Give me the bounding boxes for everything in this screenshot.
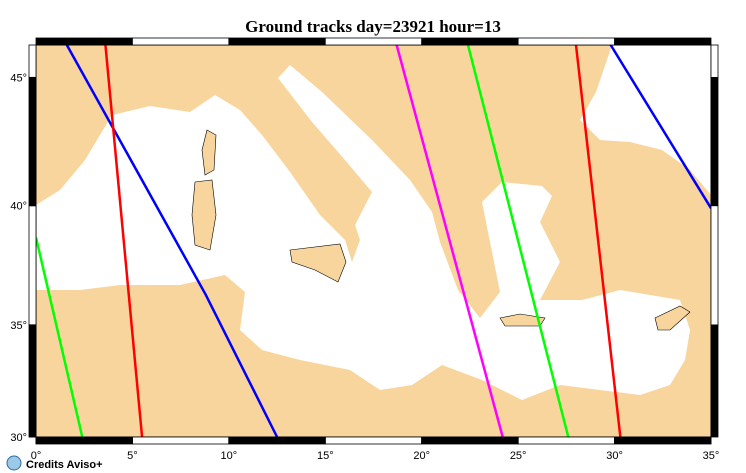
frame-band <box>614 37 712 46</box>
frame-band <box>710 324 719 438</box>
frame-band <box>28 205 37 326</box>
y-tick-label: 45° <box>10 72 27 84</box>
x-tick-label: 30° <box>606 450 623 462</box>
ground-track <box>395 44 504 438</box>
x-tick-label: 5° <box>127 450 138 462</box>
x-tick-label: 35° <box>703 450 720 462</box>
frame-band <box>132 436 230 445</box>
frame-band <box>132 37 230 46</box>
sea <box>580 45 711 195</box>
frame-band <box>710 205 719 326</box>
frame-band <box>35 436 133 445</box>
frame-band <box>517 37 615 46</box>
frame-band <box>228 436 326 445</box>
frame-band <box>35 37 133 46</box>
y-tick-label: 35° <box>10 320 27 332</box>
frame-band <box>710 77 719 207</box>
x-tick-label: 20° <box>413 450 430 462</box>
ground-track <box>104 44 144 438</box>
frame: 0° 5° 10° 15° 20° 25° 30° 35° 30° 35° 40° 45° <box>10 37 720 462</box>
map-title: Ground tracks day=23921 hour=13 <box>245 17 501 36</box>
frame-band <box>421 37 519 46</box>
frame-band <box>228 37 326 46</box>
credit: Credits Aviso+ <box>26 459 103 471</box>
island <box>201 129 217 176</box>
ground-track <box>34 237 84 438</box>
frame-band <box>28 324 37 438</box>
tracks <box>34 44 713 438</box>
frame-band <box>517 436 615 445</box>
x-tick-label: 15° <box>317 450 334 462</box>
island <box>499 313 546 327</box>
x-tick-label: 25° <box>510 450 527 462</box>
ground-track <box>574 44 622 438</box>
ground-track <box>609 44 713 209</box>
frame-band <box>614 436 712 445</box>
credit-logo <box>6 455 22 471</box>
x-tick-label: 10° <box>221 450 238 462</box>
y-tick-label: 40° <box>10 201 27 213</box>
frame-band <box>710 44 719 78</box>
x-tick-label: 0° <box>31 450 42 462</box>
frame-band <box>324 436 423 445</box>
frame-band <box>421 436 519 445</box>
frame-band <box>28 44 37 78</box>
frame-band <box>28 77 37 207</box>
y-tick-label: 30° <box>10 432 27 444</box>
frame-band <box>324 37 423 46</box>
island <box>289 243 347 283</box>
island <box>191 179 217 251</box>
island <box>654 305 691 331</box>
ground-track <box>466 44 570 438</box>
